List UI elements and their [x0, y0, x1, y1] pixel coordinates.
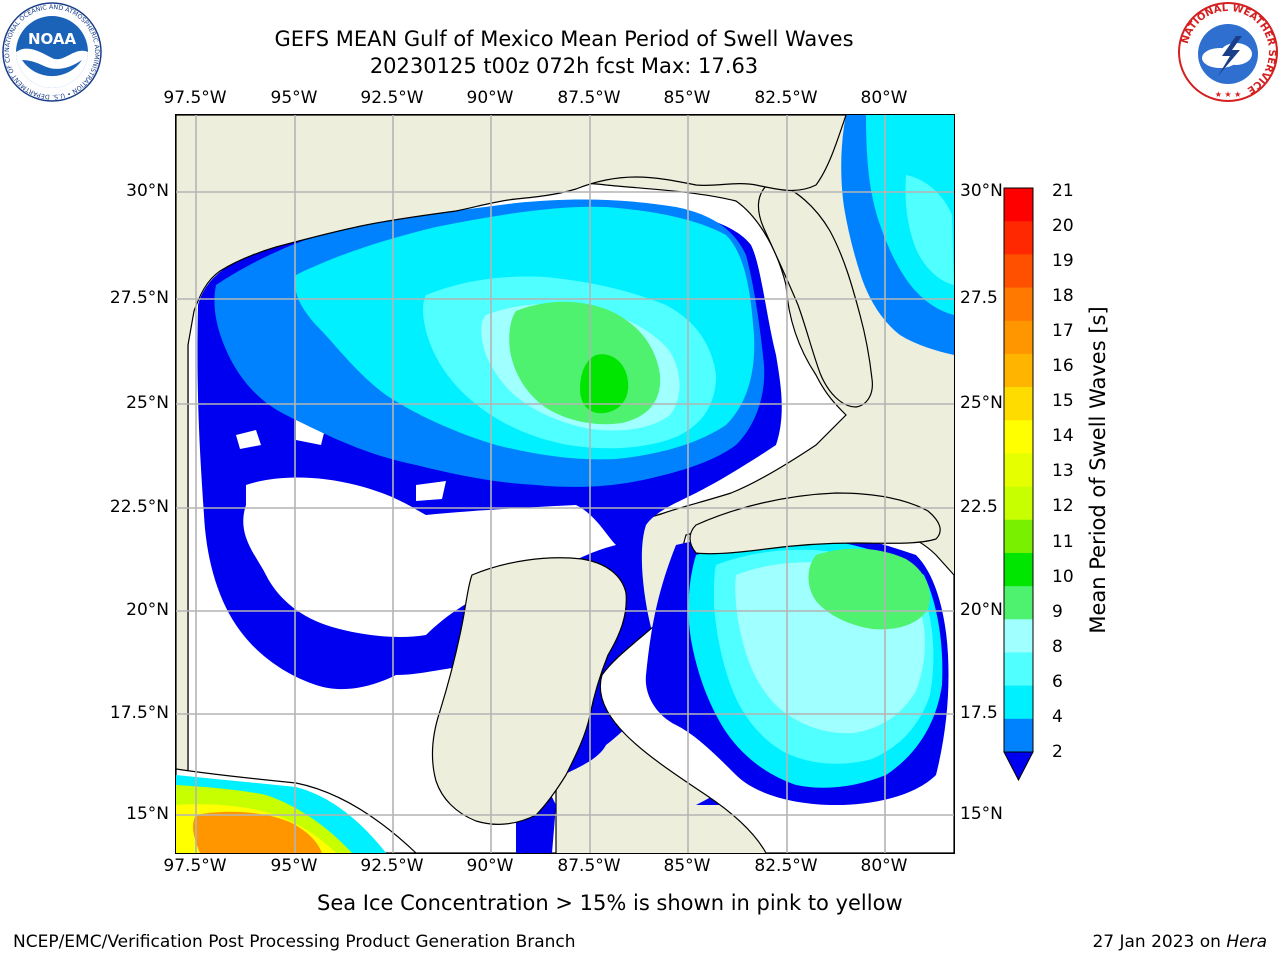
- colorbar-swatch: [1004, 420, 1033, 454]
- colorbar-swatch: [1004, 652, 1033, 687]
- lat-tick-label: 22.5°N: [109, 497, 169, 517]
- colorbar-label: 17: [1052, 321, 1074, 341]
- lat-tick-label: 15°N: [960, 804, 1003, 824]
- colorbar-swatch: [1004, 586, 1033, 620]
- colorbar-label: 4: [1052, 707, 1063, 727]
- lat-tick-label: 27.5°N: [109, 288, 169, 308]
- lon-tick-label: 92.5°W: [360, 856, 424, 876]
- lon-tick-label: 97.5°W: [163, 88, 227, 108]
- colorbar: [1003, 187, 1034, 782]
- colorbar-swatch: [1004, 387, 1033, 421]
- lon-tick-label: 97.5°W: [163, 856, 227, 876]
- lon-tick-label: 80°W: [860, 88, 908, 108]
- lat-tick-label: 25°N: [126, 393, 169, 413]
- noaa-logo-text: NOAA: [28, 30, 77, 48]
- lat-tick-label: 25°N: [960, 393, 1003, 413]
- map-panel: [175, 114, 955, 854]
- colorbar-label: 11: [1052, 532, 1074, 552]
- colorbar-label: 13: [1052, 461, 1074, 481]
- colorbar-label: 9: [1052, 602, 1063, 622]
- map-subtitle: 20230125 t00z 072h fcst Max: 17.63: [369, 54, 759, 78]
- sea-ice-note: Sea Ice Concentration > 15% is shown in …: [317, 891, 903, 915]
- colorbar-title: Mean Period of Swell Waves [s]: [1086, 306, 1110, 634]
- lon-tick-label: 82.5°W: [754, 88, 818, 108]
- colorbar-swatch: [1004, 254, 1033, 289]
- lat-tick-label: 20°N: [960, 600, 1003, 620]
- lat-tick-label: 20°N: [126, 600, 169, 620]
- colorbar-label: 21: [1052, 181, 1074, 201]
- colorbar-outline: [1003, 187, 1034, 753]
- colorbar-swatch: [1004, 552, 1033, 587]
- colorbar-label: 16: [1052, 356, 1074, 376]
- colorbar-label: 12: [1052, 496, 1074, 516]
- missing-data-region: [236, 415, 446, 501]
- lon-tick-label: 95°W: [270, 88, 318, 108]
- footer-machine: Hera: [1226, 932, 1267, 952]
- lon-tick-label: 85°W: [663, 856, 711, 876]
- yucatan-peninsula: [431, 557, 627, 825]
- map-title: GEFS MEAN Gulf of Mexico Mean Period of …: [274, 27, 854, 51]
- footer-credit: NCEP/EMC/Verification Post Processing Pr…: [13, 932, 576, 952]
- lon-tick-label: 90°W: [466, 856, 514, 876]
- lon-tick-label: 90°W: [466, 88, 514, 108]
- colorbar-swatches: [1003, 187, 1034, 782]
- lon-tick-label: 85°W: [663, 88, 711, 108]
- colorbar-label: 19: [1052, 251, 1074, 271]
- colorbar-label: 15: [1052, 391, 1074, 411]
- swell-8-9s-atlantic: [905, 175, 954, 285]
- colorbar-swatch: [1004, 221, 1033, 255]
- colorbar-swatch: [1004, 453, 1033, 488]
- noaa-logo: NATIONAL OCEANIC AND ATMOSPHERIC ADMINIS…: [0, 0, 102, 102]
- colorbar-label: 18: [1052, 286, 1074, 306]
- graticule: [176, 115, 954, 853]
- colorbar-swatch: [1004, 320, 1033, 355]
- colorbar-swatch: [1004, 619, 1033, 653]
- colorbar-swatch: [1004, 486, 1033, 521]
- colorbar-label: 6: [1052, 672, 1063, 692]
- lon-tick-label: 92.5°W: [360, 88, 424, 108]
- colorbar-swatch: [1004, 718, 1033, 753]
- colorbar-swatch: [1004, 287, 1033, 322]
- lat-tick-label: 17.5°N: [109, 703, 169, 723]
- colorbar-swatch: [1004, 685, 1033, 720]
- swell-10-11s: [580, 354, 629, 414]
- colorbar-swatch: [1004, 519, 1033, 554]
- lon-tick-label: 80°W: [860, 856, 908, 876]
- colorbar-label: 10: [1052, 567, 1074, 587]
- colorbar-swatch: [1004, 188, 1033, 222]
- us-gulf-coast: [176, 115, 847, 853]
- missing-data-region: [243, 477, 616, 637]
- lat-tick-label: 22.5: [960, 497, 998, 517]
- lat-tick-label: 15°N: [126, 804, 169, 824]
- colorbar-label: 20: [1052, 216, 1074, 236]
- nws-logo: NATIONAL WEATHER SERVICE ★ ★ ★: [1178, 2, 1278, 102]
- lon-tick-label: 87.5°W: [557, 88, 621, 108]
- lat-tick-label: 17.5: [960, 703, 998, 723]
- lon-tick-label: 82.5°W: [754, 856, 818, 876]
- lat-tick-label: 30°N: [960, 181, 1003, 201]
- lat-tick-label: 27.5: [960, 288, 998, 308]
- footer-date-text: 27 Jan 2023 on: [1092, 932, 1221, 952]
- swell-9-10s-caribbean: [808, 548, 930, 630]
- colorbar-label: 8: [1052, 637, 1063, 657]
- colorbar-under-triangle: [1003, 751, 1034, 782]
- colorbar-label: 2: [1052, 742, 1063, 762]
- colorbar-label: 14: [1052, 426, 1074, 446]
- swell-17-18s-pacific: [193, 811, 322, 853]
- footer-date: 27 Jan 2023 on Hera: [1092, 932, 1267, 952]
- map-canvas: [176, 115, 954, 853]
- svg-text:★ ★ ★: ★ ★ ★: [1215, 90, 1242, 99]
- colorbar-swatch: [1004, 353, 1033, 388]
- lon-tick-label: 87.5°W: [557, 856, 621, 876]
- lon-tick-label: 95°W: [270, 856, 318, 876]
- lat-tick-label: 30°N: [126, 181, 169, 201]
